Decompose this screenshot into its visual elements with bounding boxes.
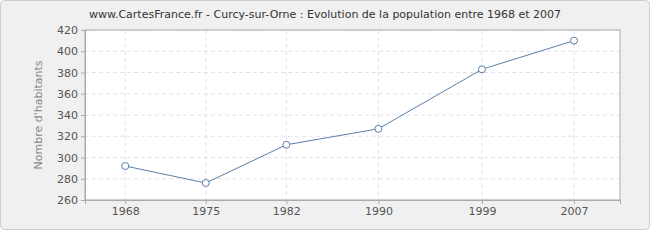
tick: 1999 (468, 200, 496, 218)
grid-line (85, 136, 620, 137)
tick-label: 1999 (468, 205, 496, 218)
tick-mark (378, 200, 379, 204)
tick: 2007 (560, 200, 588, 218)
axis-line (81, 31, 86, 201)
tick: 360 (57, 88, 85, 101)
tick-label: 1982 (273, 205, 301, 218)
grid-line (125, 30, 126, 200)
tick-mark (286, 200, 287, 204)
grid-line (573, 30, 574, 200)
tick-mark (81, 51, 85, 52)
tick: 400 (57, 45, 85, 58)
point (570, 37, 577, 44)
grid-line (378, 30, 379, 200)
tick: 1982 (273, 200, 301, 218)
tick-label: 300 (57, 152, 78, 165)
tick: 320 (57, 130, 85, 143)
tick-mark (574, 200, 575, 204)
tick-label: 280 (57, 173, 78, 186)
tick-mark (81, 158, 85, 159)
tick-label: 260 (57, 194, 78, 207)
tick-mark (81, 200, 85, 201)
tick-mark (125, 200, 126, 204)
grid-line (85, 93, 620, 94)
tick-label: 1968 (112, 205, 140, 218)
grid (85, 30, 620, 200)
title: www.CartesFrance.fr - Curcy-sur-Orne : E… (89, 8, 561, 21)
tick: 280 (57, 173, 85, 186)
tick-mark (81, 179, 85, 180)
x-axis: 1968 1975 1982 1990 1999 2007 (86, 200, 621, 218)
axis-title: Nombre d'habitants (32, 60, 45, 169)
tick-mark (81, 115, 85, 116)
grid-line (85, 115, 620, 116)
plot-frame (85, 30, 620, 200)
grid-line (85, 157, 620, 158)
tick: 380 (57, 67, 85, 80)
tick-label: 1975 (192, 205, 220, 218)
tick: 1975 (192, 200, 220, 218)
chart: 1968 1975 1982 1990 1999 2007 260 280 300 320 340 3… (0, 0, 650, 230)
grid-line (85, 178, 620, 179)
tick-label: 420 (57, 24, 78, 37)
grid-line (286, 30, 287, 200)
tick: 1990 (365, 200, 393, 218)
point (478, 66, 485, 73)
grid-line (85, 72, 620, 73)
grid-line (481, 30, 482, 200)
tick-label: 2007 (560, 205, 588, 218)
tick-label: 360 (57, 88, 78, 101)
plot-area (85, 30, 620, 200)
tick-label: 1990 (365, 205, 393, 218)
tick-mark (81, 73, 85, 74)
tick-label: 340 (57, 109, 78, 122)
grid-line (205, 30, 206, 200)
point (122, 163, 129, 170)
point (283, 141, 290, 148)
background (1, 1, 650, 230)
tick: 300 (57, 152, 85, 165)
tick: 340 (57, 109, 85, 122)
point (202, 180, 209, 187)
tick-mark (81, 94, 85, 95)
tick-mark (482, 200, 483, 204)
tick: 260 (57, 194, 85, 207)
series (122, 37, 578, 186)
tick: 420 (57, 24, 85, 37)
tick-label: 400 (57, 45, 78, 58)
tick-mark (81, 30, 85, 31)
tick-mark (206, 200, 207, 204)
line (125, 41, 574, 183)
y-axis: 260 280 300 320 340 360 380 400 420 (57, 24, 86, 207)
axis-line (86, 201, 621, 205)
tick-label: 320 (57, 130, 78, 143)
tick-mark (81, 136, 85, 137)
tick: 1968 (112, 200, 140, 218)
point (375, 125, 382, 132)
tick-label: 380 (57, 67, 78, 80)
